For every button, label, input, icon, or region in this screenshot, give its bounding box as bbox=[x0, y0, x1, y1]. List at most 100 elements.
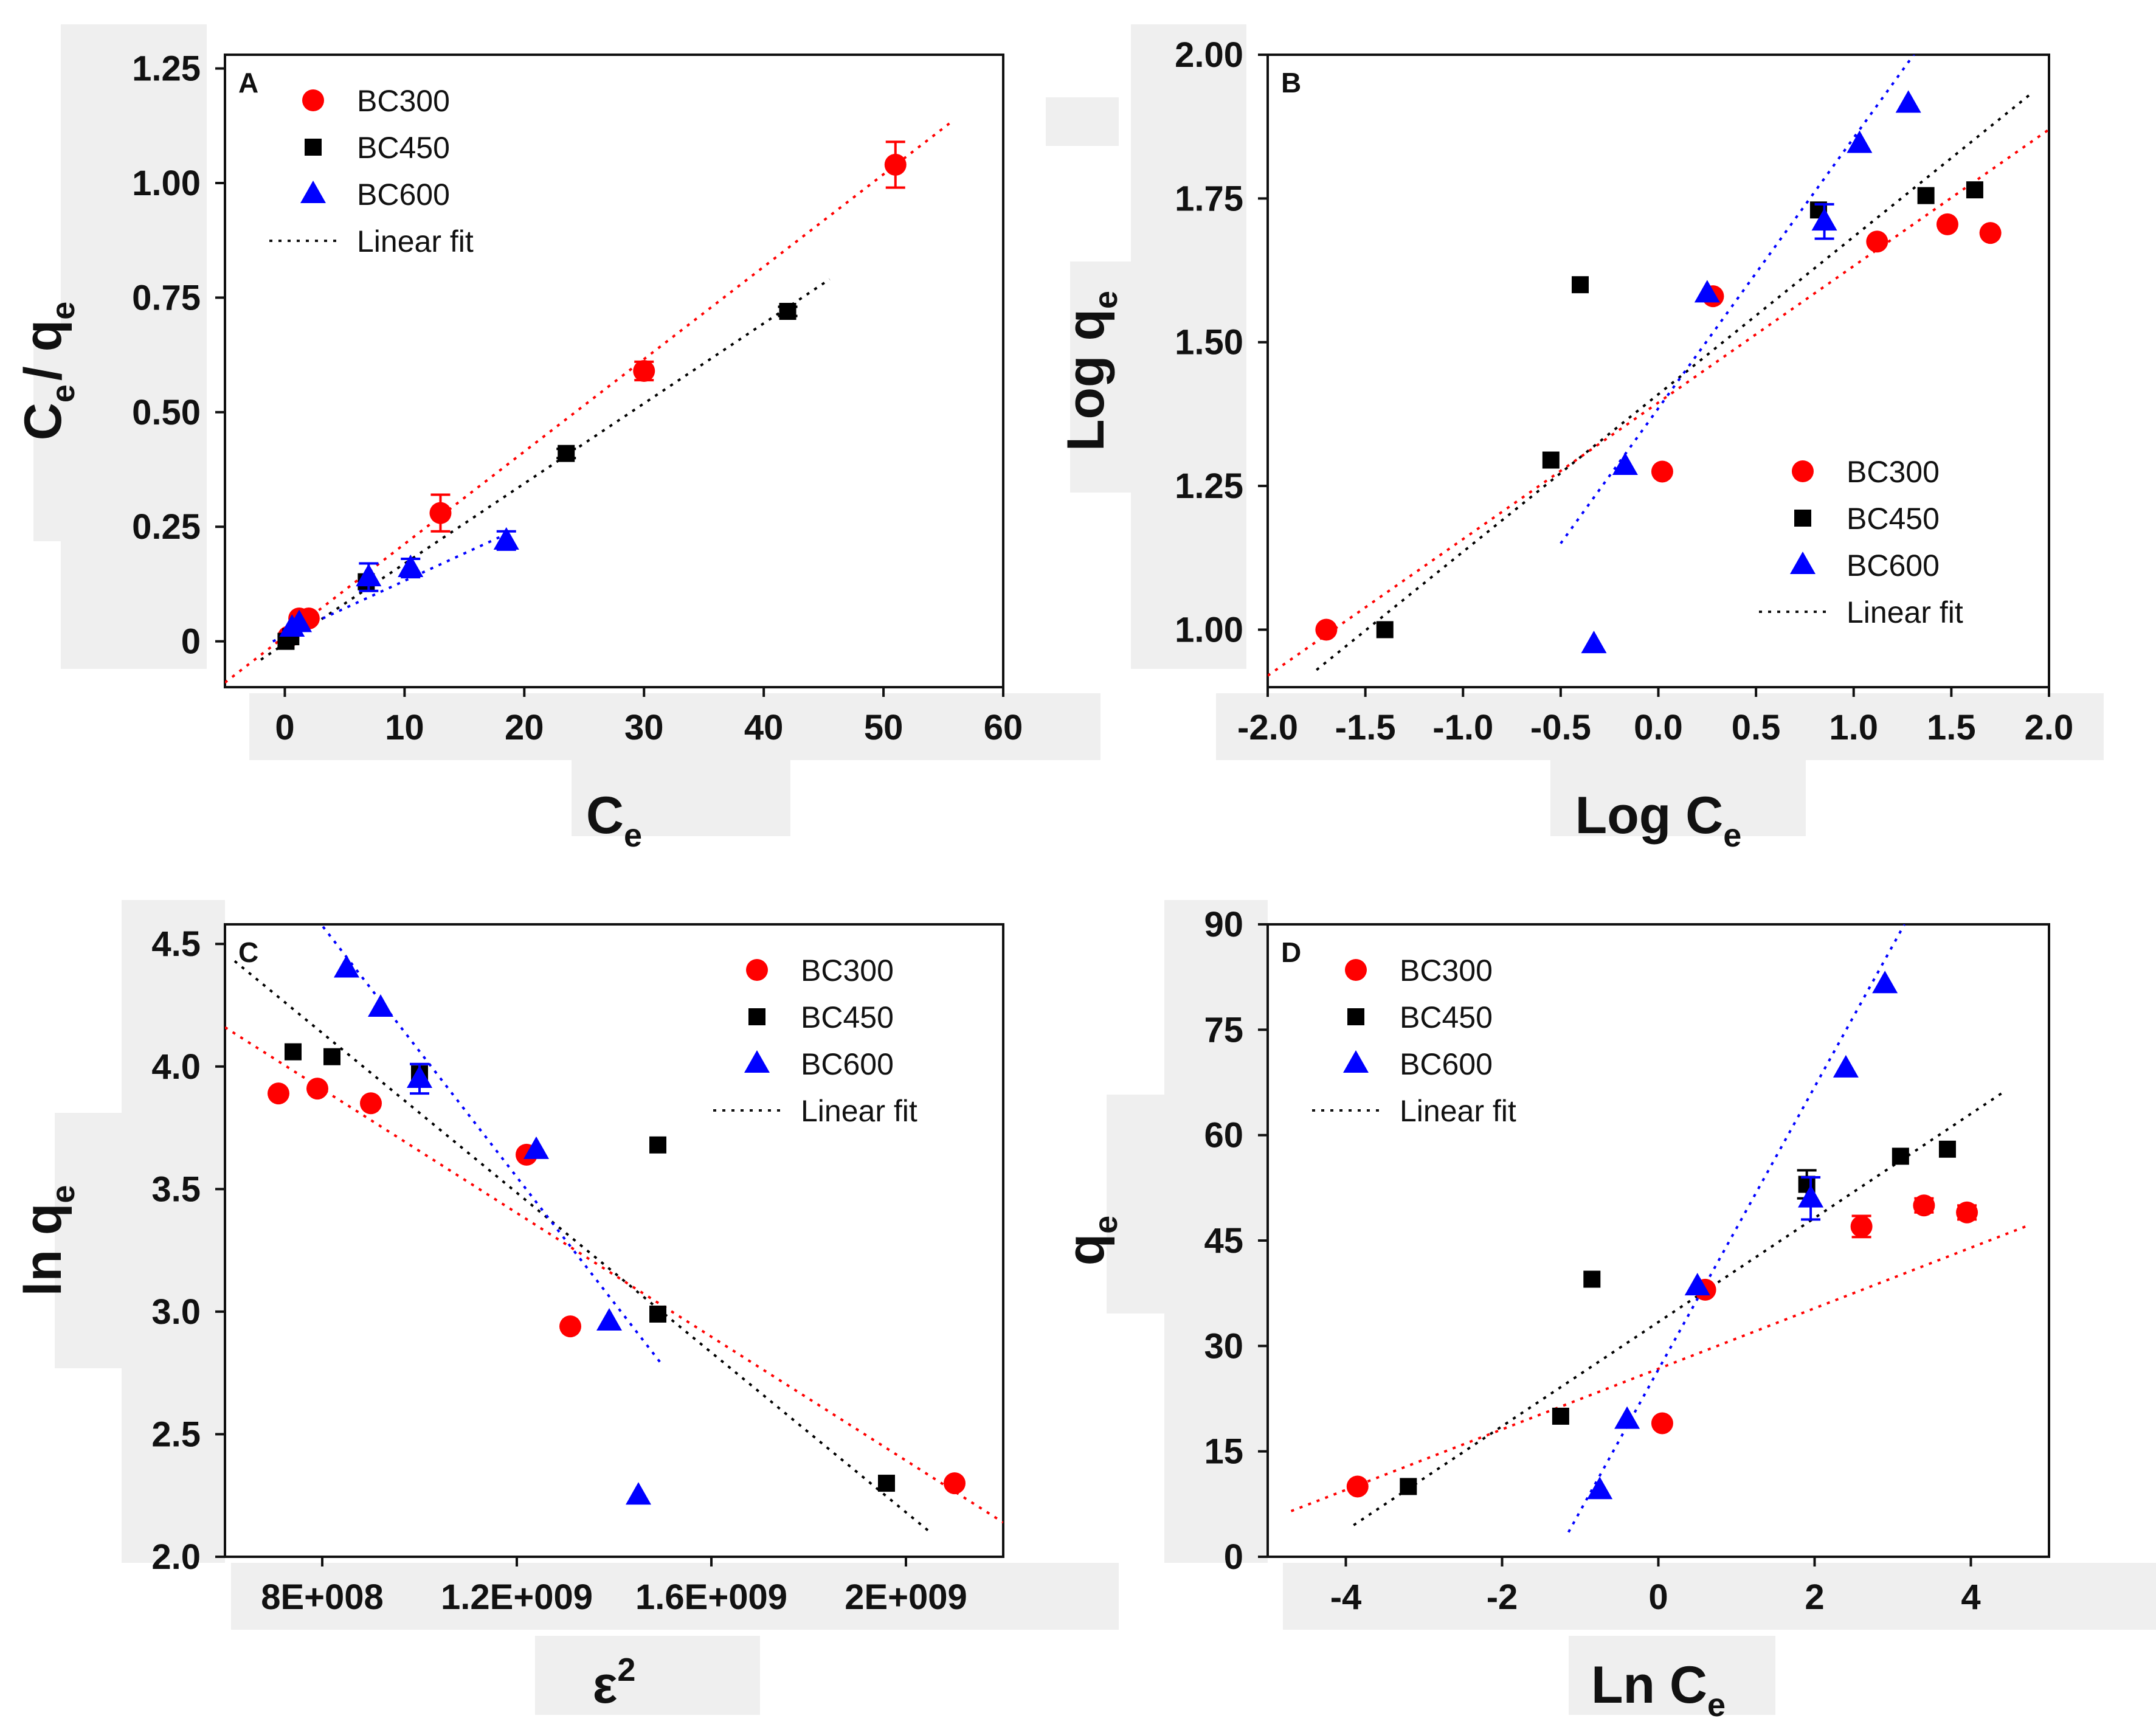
legend-label: BC300 bbox=[801, 954, 894, 988]
legend-label: BC300 bbox=[1400, 954, 1493, 988]
y-tick-label: 1.75 bbox=[1175, 179, 1243, 218]
x-tick-label: -1.5 bbox=[1335, 708, 1396, 747]
point-bc600 bbox=[1614, 1406, 1640, 1429]
label-backdrop bbox=[1070, 261, 1131, 493]
y-tick-label: 0 bbox=[181, 622, 201, 662]
point-bc450 bbox=[1583, 1270, 1601, 1288]
x-axis-title: Ce bbox=[586, 786, 642, 854]
point-bc300 bbox=[1979, 222, 2002, 244]
x-tick-label: 1.0 bbox=[1829, 708, 1878, 747]
fit-line-bc450 bbox=[1353, 1092, 2003, 1526]
point-bc300 bbox=[429, 502, 452, 524]
point-bc300 bbox=[1651, 1412, 1673, 1435]
point-bc600 bbox=[1587, 1476, 1613, 1500]
point-bc300 bbox=[944, 1472, 966, 1495]
point-bc300 bbox=[1913, 1194, 1935, 1217]
y-tick-label: 4.5 bbox=[151, 924, 201, 964]
legend-marker-bc600 bbox=[300, 181, 326, 203]
point-bc600 bbox=[398, 555, 424, 578]
legend-marker-bc300 bbox=[302, 89, 324, 111]
y-tick-label: 3.0 bbox=[151, 1292, 201, 1332]
fit-line-bc300 bbox=[1268, 128, 2049, 677]
label-backdrop bbox=[572, 760, 790, 836]
fit-line-bc450 bbox=[260, 278, 831, 661]
point-bc600 bbox=[1581, 631, 1607, 654]
y-tick-label: 90 bbox=[1204, 905, 1243, 944]
y-axis-title: Log qe bbox=[1057, 291, 1124, 451]
point-bc600 bbox=[1684, 1273, 1710, 1296]
y-tick-label: 1.25 bbox=[1175, 466, 1243, 506]
point-bc600 bbox=[407, 1065, 432, 1088]
point-bc450 bbox=[558, 445, 575, 462]
y-axis-title-main: q bbox=[1057, 1234, 1115, 1266]
point-bc450 bbox=[1892, 1148, 1909, 1165]
y-axis-title: qe bbox=[1057, 1216, 1124, 1266]
point-bc450 bbox=[1917, 187, 1935, 204]
point-bc450 bbox=[1400, 1478, 1417, 1495]
fit-line-bc600 bbox=[1567, 924, 1906, 1533]
panel-letter: B bbox=[1281, 67, 1301, 99]
point-bc450 bbox=[649, 1136, 666, 1154]
y-tick-label: 0.25 bbox=[132, 507, 201, 547]
panel-letter: C bbox=[238, 936, 258, 968]
legend-marker-bc450 bbox=[748, 1008, 765, 1025]
y-axis-title-sub: e bbox=[45, 384, 81, 403]
point-bc450 bbox=[1552, 1407, 1569, 1425]
point-bc600 bbox=[1895, 90, 1921, 113]
legend-marker-bc300 bbox=[1792, 460, 1814, 482]
point-bc600 bbox=[1847, 130, 1873, 153]
panel-letter: A bbox=[238, 67, 258, 99]
x-tick-label: 2 bbox=[1805, 1577, 1824, 1617]
label-backdrop bbox=[33, 341, 100, 541]
x-tick-label: 0.0 bbox=[1634, 708, 1683, 747]
point-bc300 bbox=[1315, 618, 1338, 641]
x-axis-title-main: Log C bbox=[1575, 786, 1724, 845]
x-tick-label: 40 bbox=[744, 708, 784, 747]
point-bc600 bbox=[523, 1136, 549, 1159]
legend-marker-bc600 bbox=[1790, 552, 1816, 574]
point-bc300 bbox=[1850, 1215, 1873, 1238]
x-tick-label: 30 bbox=[624, 708, 664, 747]
x-tick-label: 1.5 bbox=[1927, 708, 1976, 747]
point-bc300 bbox=[360, 1092, 382, 1115]
label-backdrop bbox=[122, 900, 225, 1563]
x-axis-title-sup: 2 bbox=[617, 1652, 635, 1688]
fit-line-bc450 bbox=[233, 960, 931, 1534]
y-tick-label: 1.00 bbox=[1175, 610, 1243, 649]
point-bc600 bbox=[1798, 1185, 1824, 1208]
point-bc300 bbox=[633, 360, 655, 382]
legend-label: Linear fit bbox=[1400, 1094, 1516, 1128]
panel-c: 8E+008 1.2E+009 1.6E+009 2E+009 2.0 2.5 3.0 3.5… bbox=[14, 900, 1119, 1715]
y-tick-label: 1.50 bbox=[1175, 323, 1243, 362]
point-bc600 bbox=[1872, 971, 1898, 994]
point-bc300 bbox=[1651, 460, 1673, 483]
y-tick-label: 30 bbox=[1204, 1326, 1243, 1366]
x-axis-title: ε2 bbox=[593, 1652, 636, 1714]
point-bc600 bbox=[1811, 208, 1837, 231]
legend-marker-bc450 bbox=[1794, 510, 1811, 527]
x-axis-title-main: C bbox=[586, 786, 624, 845]
x-tick-label: 1.2E+009 bbox=[441, 1577, 593, 1617]
x-tick-label: 20 bbox=[505, 708, 544, 747]
label-backdrop bbox=[1131, 24, 1246, 669]
x-tick-label: 60 bbox=[984, 708, 1023, 747]
point-bc300 bbox=[1956, 1201, 1978, 1224]
x-tick-label: 1.6E+009 bbox=[635, 1577, 787, 1617]
point-bc450 bbox=[649, 1305, 666, 1323]
point-bc600 bbox=[1694, 280, 1720, 303]
x-axis-title-sub: e bbox=[1723, 817, 1741, 854]
x-tick-label: 10 bbox=[385, 708, 424, 747]
y-tick-label: 15 bbox=[1204, 1432, 1243, 1472]
x-axis-title: Log Ce bbox=[1575, 786, 1742, 854]
point-bc600 bbox=[356, 564, 382, 587]
fit-line-bc600 bbox=[272, 530, 513, 643]
y-axis-title-main2: / q bbox=[14, 320, 72, 381]
legend-label: BC300 bbox=[1847, 455, 1940, 489]
legend-marker-bc450 bbox=[305, 139, 322, 156]
panel-b: -2.0 -1.5 -1.0 -0.5 0.0 0.5 1.0 1.5 2.0 1.00 1.25 1… bbox=[1057, 24, 2104, 854]
y-axis-title-main: ln q bbox=[14, 1203, 72, 1296]
x-axis-title: Ln Ce bbox=[1591, 1656, 1726, 1723]
x-tick-label: 2.0 bbox=[2025, 708, 2074, 747]
point-bc450 bbox=[1572, 276, 1589, 294]
